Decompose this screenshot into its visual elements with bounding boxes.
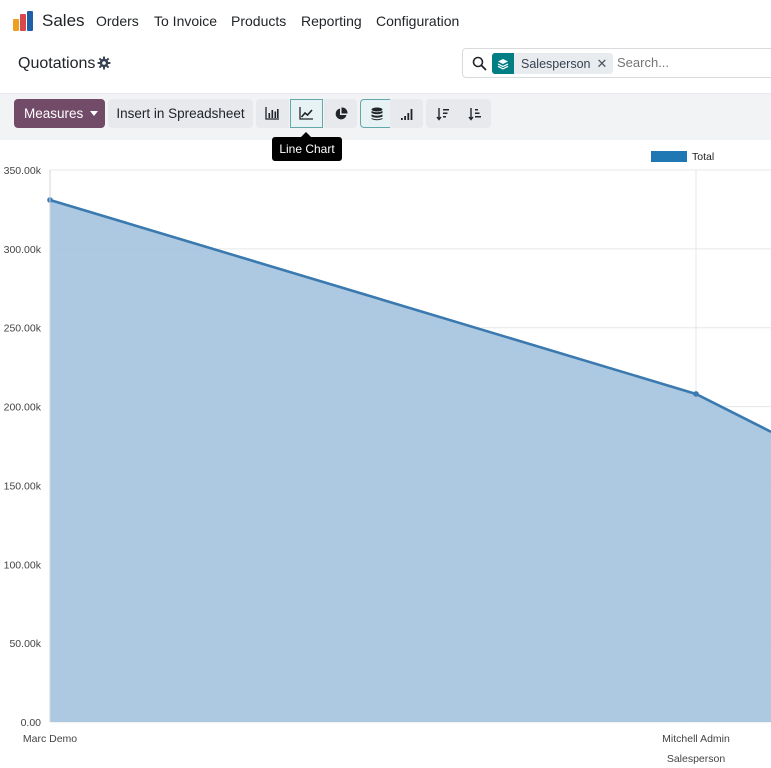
sales-app-icon[interactable]: [12, 10, 34, 32]
stacked-button[interactable]: [360, 99, 393, 128]
menu-orders[interactable]: Orders: [96, 13, 139, 29]
sort-descending-button[interactable]: [426, 99, 459, 128]
y-tick-label: 300.00k: [4, 244, 42, 256]
menu-products[interactable]: Products: [231, 13, 287, 29]
caret-down-icon: [90, 111, 99, 116]
y-tick-label: 0.00: [21, 717, 42, 729]
search-facet[interactable]: Salesperson ✕: [492, 53, 614, 74]
cumulative-button[interactable]: [390, 99, 423, 128]
y-tick-label: 100.00k: [4, 559, 42, 571]
x-tick-label: Marc Demo: [23, 733, 77, 745]
gear-icon[interactable]: [97, 56, 111, 70]
sort-ascending-button[interactable]: [458, 99, 491, 128]
x-axis-label: Salesperson: [667, 753, 726, 765]
legend-swatch: [651, 151, 687, 162]
y-tick-label: 150.00k: [4, 480, 42, 492]
measures-label: Measures: [24, 106, 84, 121]
bar-chart-button[interactable]: [256, 99, 289, 128]
facet-label: Salesperson: [521, 56, 591, 71]
pie-chart-button[interactable]: [324, 99, 357, 128]
layers-icon: [492, 53, 514, 74]
sort-ascending-icon: [467, 107, 481, 121]
y-tick-label: 350.00k: [4, 165, 42, 177]
menu-to-invoice[interactable]: To Invoice: [154, 13, 218, 29]
line-chart-tooltip: Line Chart: [272, 132, 342, 161]
sort-descending-icon: [435, 107, 449, 121]
view-toolbar: Measures Insert in Spreadsheet: [0, 94, 771, 140]
series-area: [50, 199, 771, 723]
area-chart: 0.00 50.00k 100.00k 150.00k 200.00k 250.00k 30…: [4, 151, 771, 765]
app-name[interactable]: Sales: [42, 11, 85, 30]
search-bar[interactable]: Salesperson ✕: [462, 48, 771, 78]
close-icon[interactable]: ✕: [596, 55, 608, 71]
line-chart-button[interactable]: [290, 99, 323, 128]
pie-chart-icon: [335, 106, 348, 119]
y-tick-label: 50.00k: [9, 638, 41, 650]
control-panel: Quotations Salesperson ✕: [0, 42, 771, 94]
data-point: [693, 391, 699, 397]
bar-chart-icon: [265, 107, 279, 120]
y-tick-label: 200.00k: [4, 402, 42, 414]
menu-reporting[interactable]: Reporting: [301, 13, 362, 29]
page-title: Quotations: [18, 55, 96, 72]
y-tick-label: 250.00k: [4, 323, 42, 335]
search-input[interactable]: [617, 55, 767, 70]
database-icon: [371, 107, 382, 120]
top-navbar: Sales Orders To Invoice Products Reporti…: [0, 0, 771, 42]
cumulative-bars-icon: [400, 108, 412, 120]
measures-button[interactable]: Measures: [14, 99, 105, 128]
x-tick-label: Mitchell Admin: [662, 733, 730, 745]
insert-in-spreadsheet-button[interactable]: Insert in Spreadsheet: [108, 99, 253, 128]
line-chart-icon: [299, 107, 313, 120]
search-icon[interactable]: [472, 56, 487, 71]
menu-configuration[interactable]: Configuration: [376, 13, 460, 29]
legend-label: Total: [692, 151, 714, 163]
